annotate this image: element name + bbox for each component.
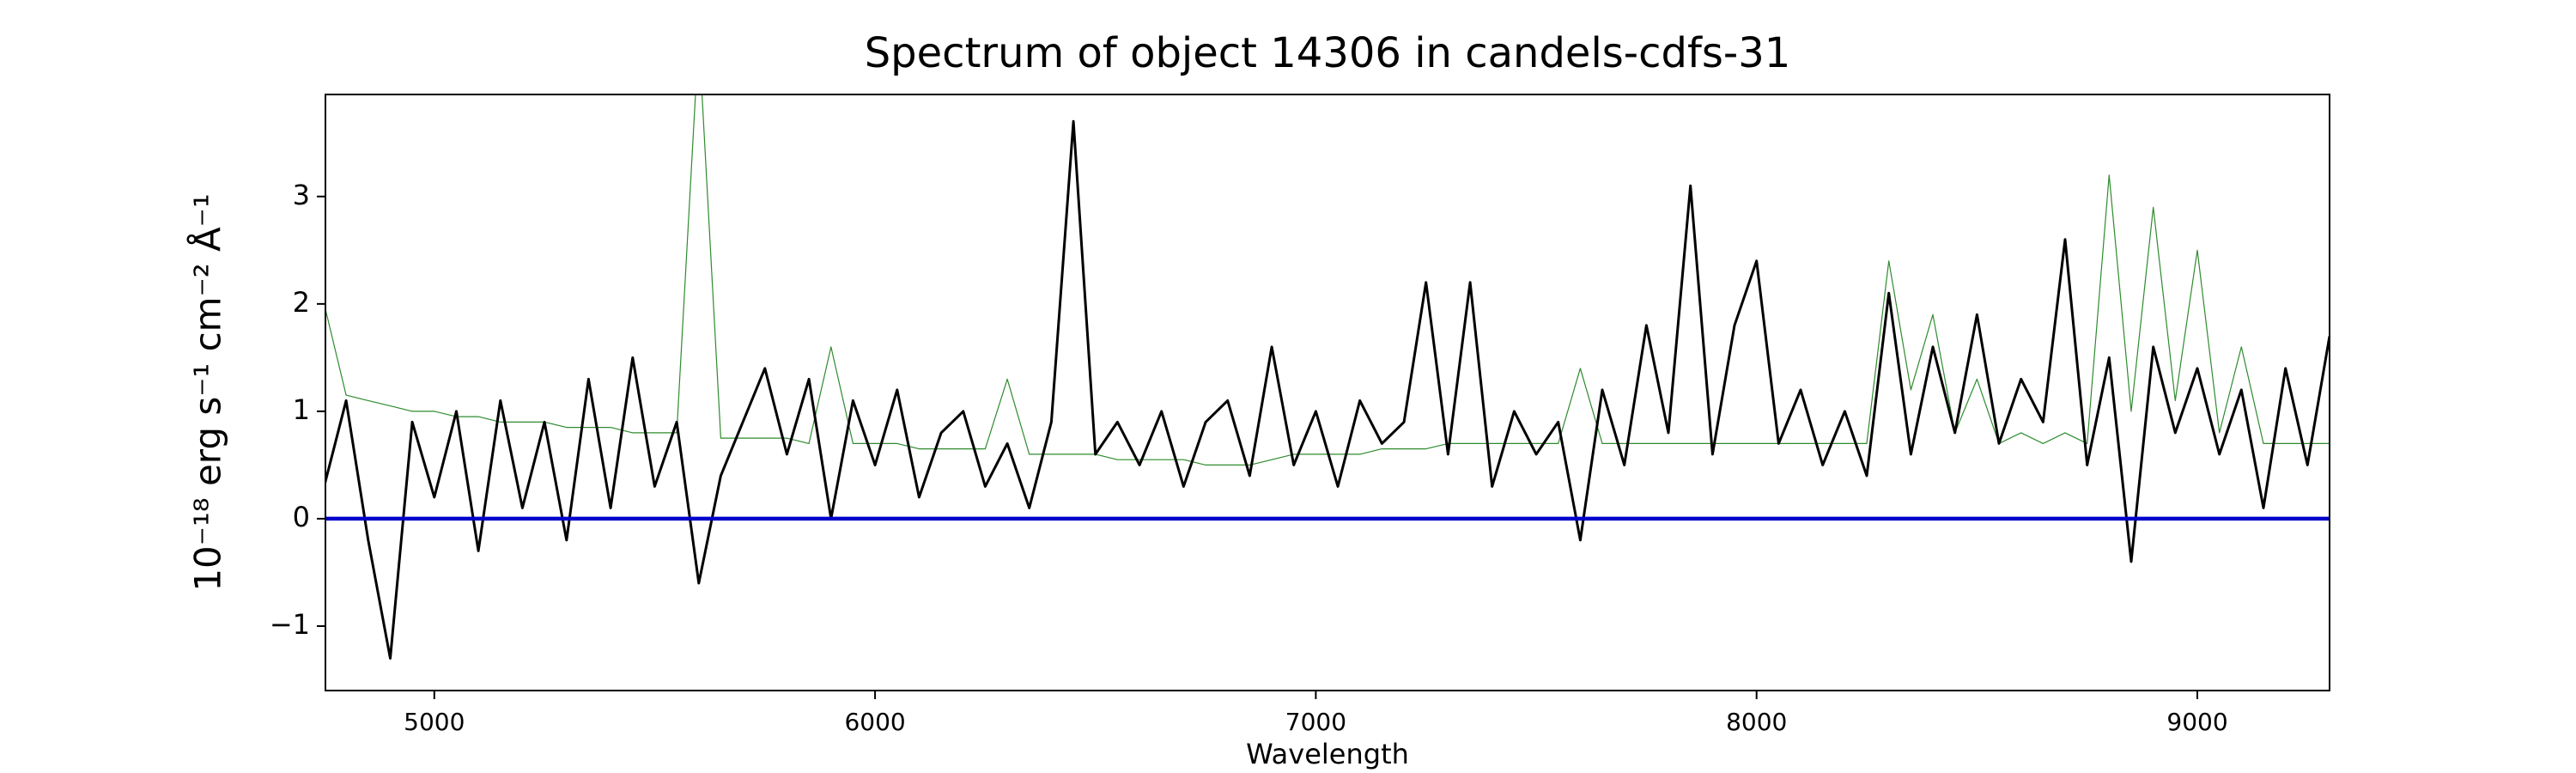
x-tick-label: 6000	[844, 708, 905, 736]
x-tick-label: 8000	[1726, 708, 1787, 736]
spectrum-line	[325, 94, 2330, 466]
y-tick-label: 3	[293, 179, 310, 211]
y-tick-label: 0	[293, 501, 310, 533]
x-tick-label: 5000	[404, 708, 465, 736]
axes-frame	[325, 94, 2330, 691]
plot-area	[325, 94, 2330, 660]
chart-title: Spectrum of object 14306 in candels-cdfs…	[865, 29, 1791, 77]
x-axis-label: Wavelength	[1246, 738, 1409, 770]
y-tick-label: −1	[270, 608, 310, 641]
spectrum-line	[325, 119, 2330, 660]
x-tick-label: 7000	[1285, 708, 1346, 736]
x-tick-label: 9000	[2166, 708, 2227, 736]
y-axis-label: 10⁻¹⁸ erg s⁻¹ cm⁻² Å⁻¹	[186, 193, 229, 591]
y-tick-label: 1	[293, 393, 310, 426]
y-tick-label: 2	[293, 286, 310, 319]
